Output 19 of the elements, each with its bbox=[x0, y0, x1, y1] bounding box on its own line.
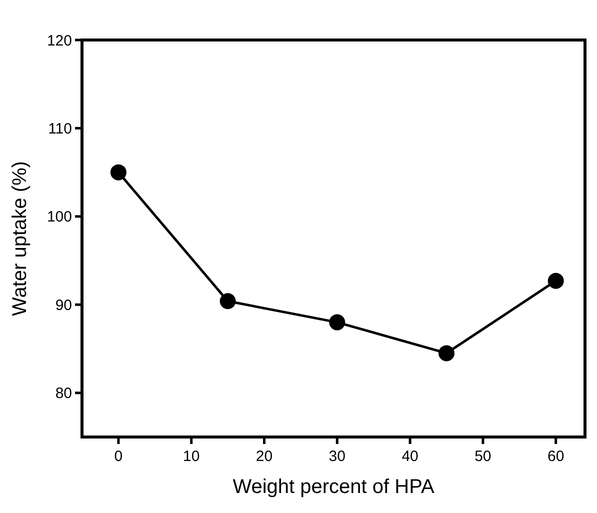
x-tick-label: 20 bbox=[256, 448, 273, 465]
y-tick-label: 110 bbox=[48, 120, 72, 138]
x-tick-label: 30 bbox=[328, 448, 346, 465]
y-tick-label: 100 bbox=[46, 208, 72, 226]
x-tick-label: 50 bbox=[474, 448, 492, 465]
y-tick-label: 120 bbox=[46, 32, 72, 50]
x-axis-title: Weight percent of HPA bbox=[232, 476, 435, 498]
point bbox=[110, 164, 126, 180]
x-tick-label: 10 bbox=[183, 448, 200, 465]
x-tick-label: 60 bbox=[547, 448, 564, 465]
x-tick-label: 40 bbox=[402, 448, 418, 465]
y-axis-title: Water uptake (%) bbox=[9, 161, 31, 316]
y-tick-label: 90 bbox=[55, 296, 72, 314]
point bbox=[548, 272, 564, 289]
point bbox=[220, 293, 236, 310]
point bbox=[438, 345, 454, 362]
y-tick-label: 80 bbox=[55, 385, 72, 402]
point bbox=[329, 314, 346, 330]
x-tick-label: 0 bbox=[114, 448, 123, 465]
